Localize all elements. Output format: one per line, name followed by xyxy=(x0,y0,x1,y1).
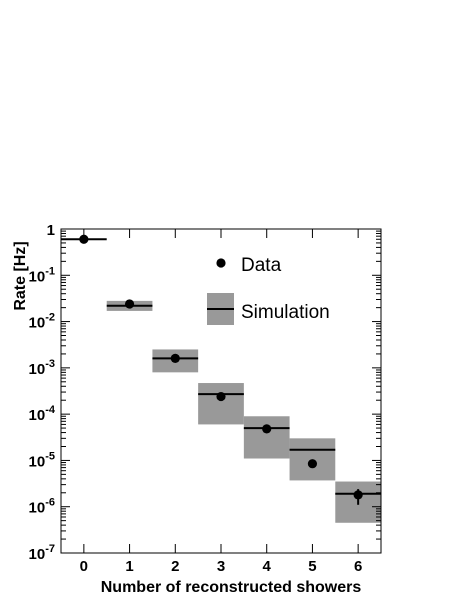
data-point xyxy=(124,299,135,309)
x-axis-title: Number of reconstructed showers xyxy=(101,579,362,596)
data-point xyxy=(307,459,318,469)
x-tick-label: 6 xyxy=(354,558,362,575)
x-axis-ticks xyxy=(83,229,359,553)
simulation-bands-layer xyxy=(106,300,381,523)
y-tick-label: 1 xyxy=(47,222,55,239)
data-point xyxy=(79,234,89,244)
y-axis-ticks xyxy=(61,228,381,554)
y-tick-label: 10-1 xyxy=(29,265,55,285)
x-tick-label: 2 xyxy=(171,558,179,575)
y-tick-label: 10-5 xyxy=(29,450,55,470)
x-tick-label: 0 xyxy=(80,558,88,575)
data-point xyxy=(262,424,272,434)
y-tick-label: 10-3 xyxy=(29,358,55,378)
legend-data-label: Data xyxy=(241,255,282,276)
data-point xyxy=(216,391,226,402)
x-tick-label: 3 xyxy=(217,558,225,575)
y-axis-title: Rate [Hz] xyxy=(12,241,29,310)
legend-data-marker xyxy=(216,258,226,268)
x-axis-tick-labels: 0 1 2 3 4 5 6 xyxy=(80,558,363,575)
y-tick-label: 10-7 xyxy=(29,543,55,563)
x-tick-label: 5 xyxy=(308,558,316,575)
y-axis-tick-labels: 10-7 10-6 10-5 10-4 10-3 10-2 10-1 1 xyxy=(29,222,56,563)
x-tick-label: 4 xyxy=(263,558,272,575)
data-points-layer xyxy=(79,234,363,505)
x-tick-label: 1 xyxy=(125,558,133,575)
y-tick-label: 10-6 xyxy=(29,497,55,517)
y-tick-label: 10-2 xyxy=(29,312,55,332)
simulation-band xyxy=(198,383,244,425)
legend-simulation-label: Simulation xyxy=(241,302,330,323)
data-point xyxy=(353,490,363,500)
legend: Data Simulation xyxy=(207,255,330,325)
data-point xyxy=(170,353,180,364)
y-tick-label: 10-4 xyxy=(29,404,56,424)
simulation-band xyxy=(243,416,290,459)
